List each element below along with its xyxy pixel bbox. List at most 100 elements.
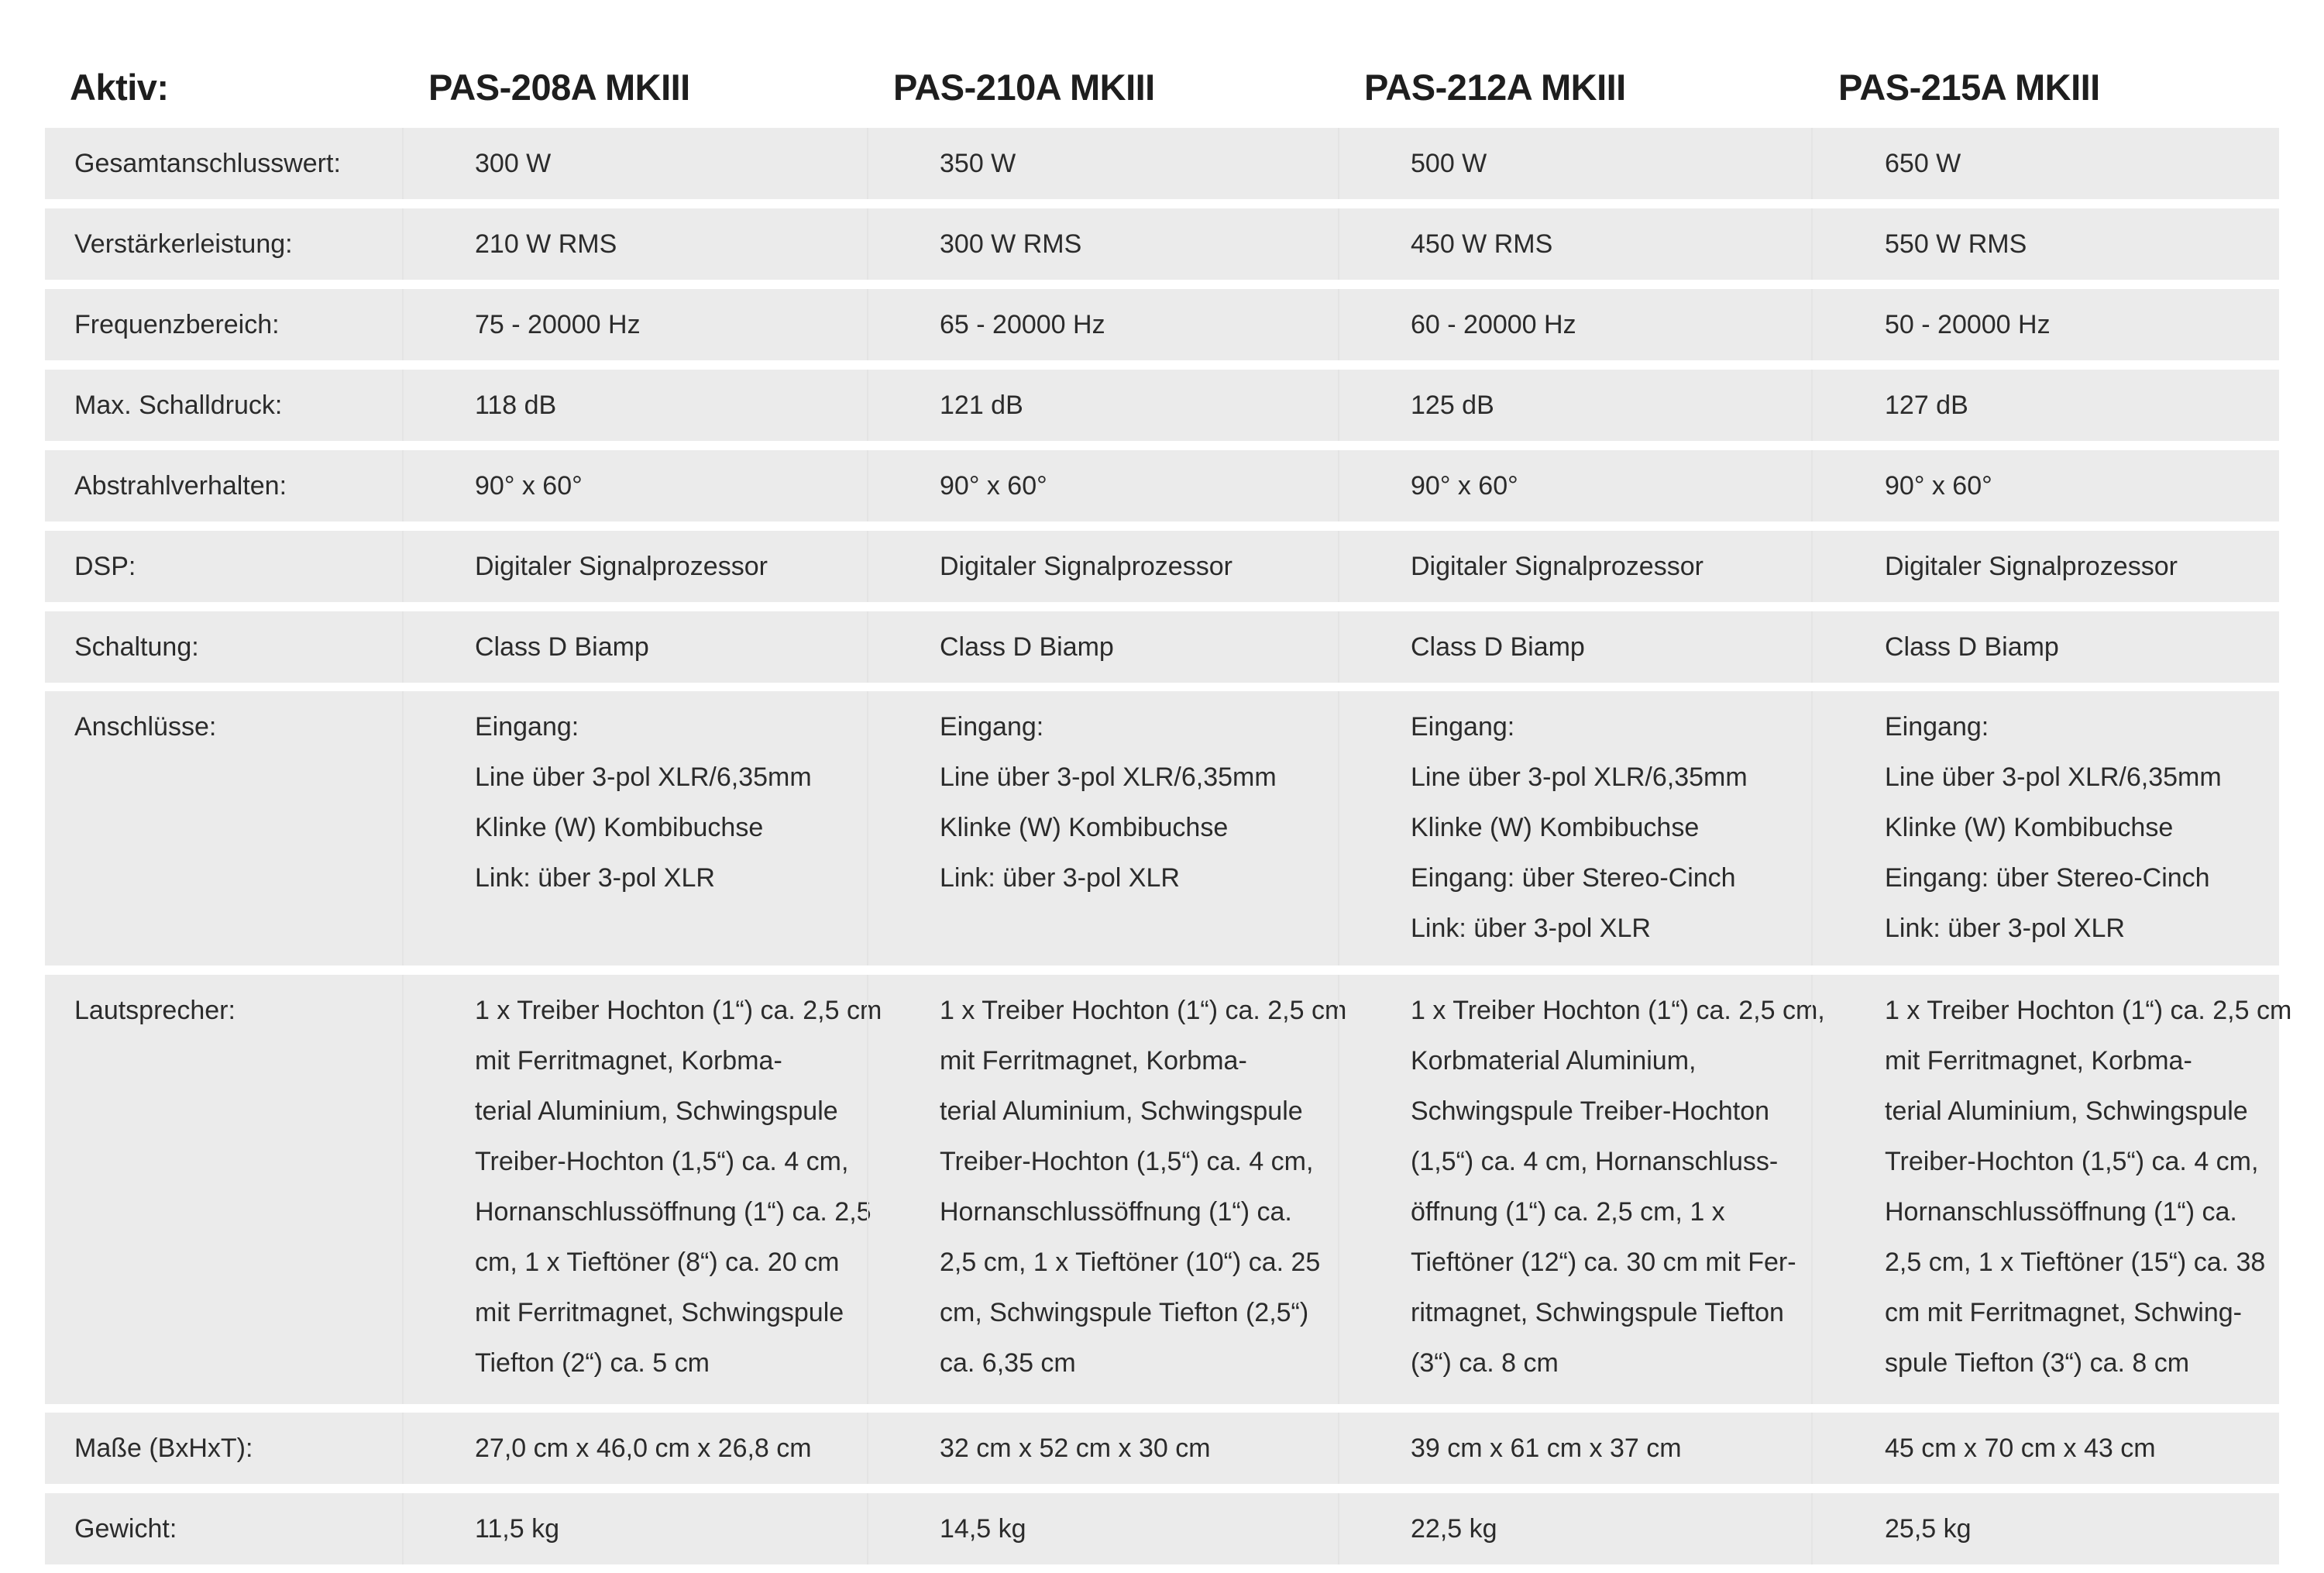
value-line: (3“) ca. 8 cm: [1411, 1348, 1559, 1378]
table-row: Schaltung: Class D Biamp Class D Biamp Clas…: [45, 611, 2279, 683]
value-line: ritmagnet, Schwingspule Tiefton: [1411, 1298, 1784, 1327]
value-cell: Class D Biamp: [867, 611, 1338, 683]
table-row: Abstrahlverhalten: 90° x 60° 90° x 60° 90° …: [45, 450, 2279, 521]
table-row: Lautsprecher: 1 x Treiber Hochton (1“) ca…: [45, 975, 2292, 1404]
value-line: terial Aluminium, Schwingspule: [940, 1096, 1303, 1126]
value-cell: 350 W: [867, 128, 1338, 199]
value-line: 127 dB: [1885, 391, 1968, 420]
value-line: 60 - 20000 Hz: [1411, 310, 1576, 339]
value-line: (1,5“) ca. 4 cm, Hornanschluss-: [1411, 1147, 1779, 1176]
value-line: Klinke (W) Kombibuchse: [475, 813, 764, 842]
value-cell: 550 W RMS: [1811, 208, 2279, 280]
value-line: Klinke (W) Kombibuchse: [940, 813, 1229, 842]
table-header: Aktiv: PAS-208A MKIII PAS-210A MKIII PAS…: [0, 60, 2324, 115]
value-line: Line über 3-pol XLR/6,35mm: [940, 762, 1277, 792]
value-cell: 32 cm x 52 cm x 30 cm: [867, 1413, 1338, 1484]
value-line: terial Aluminium, Schwingspule: [1885, 1096, 2248, 1126]
value-line: Tiefton (2“) ca. 5 cm: [475, 1348, 710, 1378]
value-cell: 45 cm x 70 cm x 43 cm: [1811, 1413, 2279, 1484]
value-line: 90° x 60°: [1411, 471, 1518, 501]
row-label: Gesamtanschlusswert:: [74, 149, 341, 178]
table-row: Anschlüsse: Eingang: Line über 3-pol XLR/6…: [45, 691, 2279, 965]
row-label: Maße (BxHxT):: [74, 1434, 253, 1463]
value-line: ca. 6,35 cm: [940, 1348, 1076, 1378]
value-cell: Class D Biamp: [1338, 611, 1811, 683]
value-cell: 500 W: [1338, 128, 1811, 199]
row-label: DSP:: [74, 552, 136, 581]
value-cell: 300 W: [402, 128, 867, 199]
value-line: Class D Biamp: [1411, 632, 1585, 662]
value-cell: 22,5 kg: [1338, 1493, 1811, 1564]
value-cell: Digitaler Signalprozessor: [1338, 531, 1811, 602]
value-line: 2,5 cm, 1 x Tieftöner (15“) ca. 38: [1885, 1248, 2266, 1277]
value-cell: Class D Biamp: [1811, 611, 2279, 683]
value-line: cm, Schwingspule Tiefton (2,5“): [940, 1298, 1309, 1327]
value-line: 90° x 60°: [940, 471, 1047, 501]
value-line: Line über 3-pol XLR/6,35mm: [1411, 762, 1748, 792]
row-label: Gewicht:: [74, 1514, 177, 1544]
value-cell: 27,0 cm x 46,0 cm x 26,8 cm: [402, 1413, 867, 1484]
value-cell: 50 - 20000 Hz: [1811, 289, 2279, 360]
value-cell: 1 x Treiber Hochton (1“) ca. 2,5 cm mit F…: [402, 975, 882, 1404]
value-line: 65 - 20000 Hz: [940, 310, 1105, 339]
value-cell: 75 - 20000 Hz: [402, 289, 867, 360]
value-line: 300 W RMS: [940, 229, 1082, 259]
row-label: Anschlüsse:: [74, 712, 217, 742]
value-cell: Eingang: Line über 3-pol XLR/6,35mm Klinke…: [1811, 691, 2279, 965]
value-line: Digitaler Signalprozessor: [1885, 552, 2178, 581]
value-line: Korbmaterial Aluminium,: [1411, 1046, 1697, 1076]
value-cell: 60 - 20000 Hz: [1338, 289, 1811, 360]
value-line: Schwingspule Treiber-Hochton: [1411, 1096, 1770, 1126]
value-line: Klinke (W) Kombibuchse: [1411, 813, 1700, 842]
row-label: Max. Schalldruck:: [74, 391, 283, 420]
value-line: Treiber-Hochton (1,5“) ca. 4 cm,: [1885, 1147, 2259, 1176]
value-line: 1 x Treiber Hochton (1“) ca. 2,5 cm: [1885, 996, 2292, 1025]
value-cell: 14,5 kg: [867, 1493, 1338, 1564]
row-label: Verstärkerleistung:: [74, 229, 293, 259]
header-model: PAS-215A MKIII: [1838, 67, 2100, 108]
value-cell: Eingang: Line über 3-pol XLR/6,35mm Klinke…: [867, 691, 1338, 965]
value-cell: 90° x 60°: [867, 450, 1338, 521]
value-line: 14,5 kg: [940, 1514, 1026, 1544]
value-line: Link: über 3-pol XLR: [1885, 914, 2125, 943]
value-line: 1 x Treiber Hochton (1“) ca. 2,5 cm: [940, 996, 1347, 1025]
value-line: Eingang:: [475, 712, 579, 742]
value-line: cm, 1 x Tieftöner (8“) ca. 20 cm: [475, 1248, 840, 1277]
value-line: 39 cm x 61 cm x 37 cm: [1411, 1434, 1682, 1463]
value-cell: Class D Biamp: [402, 611, 867, 683]
table-row: Max. Schalldruck: 118 dB 121 dB 125 dB 127 d…: [45, 370, 2279, 441]
value-cell: 1 x Treiber Hochton (1“) ca. 2,5 cm, Kor…: [1338, 975, 1825, 1404]
table-row: Verstärkerleistung: 210 W RMS 300 W RMS 450…: [45, 208, 2279, 280]
value-line: 2,5 cm, 1 x Tieftöner (10“) ca. 25: [940, 1248, 1321, 1277]
value-line: 650 W: [1885, 149, 1961, 178]
row-label: Abstrahlverhalten:: [74, 471, 287, 501]
value-cell: 1 x Treiber Hochton (1“) ca. 2,5 cm mit F…: [1811, 975, 2292, 1404]
value-line: 50 - 20000 Hz: [1885, 310, 2051, 339]
value-line: 11,5 kg: [475, 1514, 560, 1544]
value-line: Link: über 3-pol XLR: [1411, 914, 1651, 943]
value-cell: 125 dB: [1338, 370, 1811, 441]
value-line: Eingang: über Stereo-Cinch: [1885, 863, 2210, 893]
value-line: 121 dB: [940, 391, 1023, 420]
value-line: 118 dB: [475, 391, 557, 420]
value-line: 32 cm x 52 cm x 30 cm: [940, 1434, 1211, 1463]
value-line: 75 - 20000 Hz: [475, 310, 641, 339]
header-model: PAS-212A MKIII: [1364, 67, 1626, 108]
value-line: 25,5 kg: [1885, 1514, 1972, 1544]
value-line: Tieftöner (12“) ca. 30 cm mit Fer-: [1411, 1248, 1796, 1277]
value-line: 22,5 kg: [1411, 1514, 1497, 1544]
value-line: cm mit Ferritmagnet, Schwing-: [1885, 1298, 2242, 1327]
value-cell: 1 x Treiber Hochton (1“) ca. 2,5 cm mit …: [867, 975, 1347, 1404]
header-model: PAS-210A MKIII: [893, 67, 1155, 108]
value-cell: 11,5 kg: [402, 1493, 867, 1564]
value-line: öffnung (1“) ca. 2,5 cm, 1 x: [1411, 1197, 1725, 1227]
value-cell: 90° x 60°: [402, 450, 867, 521]
value-line: Eingang:: [1411, 712, 1515, 742]
value-line: Link: über 3-pol XLR: [940, 863, 1180, 893]
value-cell: Digitaler Signalprozessor: [1811, 531, 2279, 602]
value-cell: 121 dB: [867, 370, 1338, 441]
value-cell: 25,5 kg: [1811, 1493, 2279, 1564]
value-line: Eingang:: [1885, 712, 1989, 742]
value-line: 27,0 cm x 46,0 cm x 26,8 cm: [475, 1434, 812, 1463]
row-label: Frequenzbereich:: [74, 310, 280, 339]
